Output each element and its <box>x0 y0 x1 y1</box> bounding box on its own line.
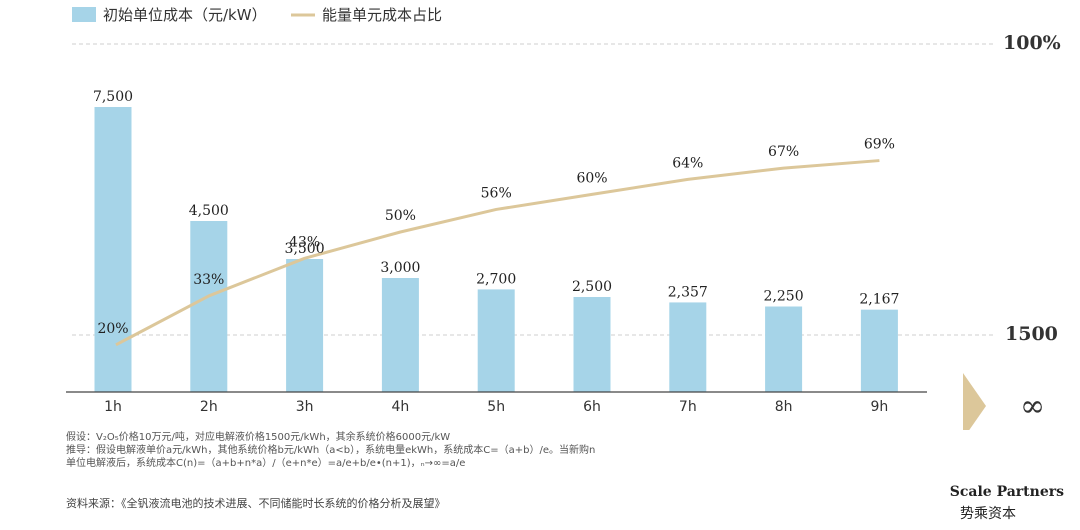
line-value-label: 64% <box>672 155 703 171</box>
x-tick-label: 6h <box>583 399 601 415</box>
x-tick-label: 9h <box>871 399 889 415</box>
x-tick-label: 1h <box>104 399 122 415</box>
x-tick-label: 7h <box>679 399 697 415</box>
legend-line-label: 能量单元成本占比 <box>322 6 442 24</box>
bar <box>190 221 228 392</box>
data-labels: 7,500 4,500 3,500 3,000 2,700 2,500 2,357 2,250… <box>93 89 899 337</box>
bar-value-label: 2,357 <box>668 284 708 300</box>
line-value-label: 69% <box>864 137 895 153</box>
arrow-icon <box>963 373 986 430</box>
bar-value-label: 3,500 <box>285 241 325 257</box>
bar-value-label: 2,167 <box>859 292 899 308</box>
bar-value-label: 2,700 <box>476 271 516 287</box>
bar <box>477 289 515 392</box>
x-axis-ticks: 1h 2h 3h 4h 5h 6h 7h 8h 9h <box>104 399 888 415</box>
x-tick-label: 3h <box>296 399 314 415</box>
bar-value-label: 2,500 <box>572 279 612 295</box>
bar <box>381 278 419 392</box>
line-value-label: 56% <box>481 185 512 201</box>
legend-bar-label: 初始单位成本（元/kW） <box>103 6 267 24</box>
bar-value-label: 2,250 <box>764 289 804 305</box>
chart: 初始单位成本（元/kW） 能量单元成本占比 100% 1500 7,500 4,5… <box>66 6 1061 430</box>
note-line: 假设：V₂O₅价格10万元/吨，对应电解液价格1500元/kWh，其余系统价格6… <box>66 432 451 443</box>
line-value-label: 20% <box>97 321 128 337</box>
note-line: 推导：假设电解液单价a元/kWh，其他系统价格b元/kWh（a<b），系统电量e… <box>66 445 596 456</box>
line-value-label: 43% <box>289 234 320 250</box>
bar-series <box>94 107 898 392</box>
x-tick-label: 2h <box>200 399 218 415</box>
bar <box>669 302 707 392</box>
x-tick-label: 5h <box>487 399 505 415</box>
note-line: 单位电解液后，系统成本C(n)=（a+b+n*a）/（e+n*e）=a/e+b/… <box>66 458 466 469</box>
line-value-label: 33% <box>193 272 224 288</box>
bar <box>94 107 132 392</box>
line-value-label: 67% <box>768 144 799 160</box>
source-citation: 资料来源：《全钒液流电池的技术进展、不同储能时长系统的价格分析及展望》 <box>66 497 446 510</box>
assumption-notes: 假设：V₂O₅价格10万元/吨，对应电解液价格1500元/kWh，其余系统价格6… <box>66 431 826 470</box>
top-reference-label: 100% <box>1003 32 1061 54</box>
bar <box>860 309 898 392</box>
bottom-reference-label: 1500 <box>1005 323 1058 345</box>
line-value-label: 50% <box>385 208 416 224</box>
line-series <box>115 159 880 347</box>
line-path <box>115 159 880 347</box>
bar-value-label: 4,500 <box>189 203 229 219</box>
line-value-label: 60% <box>576 170 607 186</box>
bar <box>765 306 803 392</box>
bar <box>573 297 611 392</box>
x-tick-label: 4h <box>392 399 410 415</box>
brand-name-cn: 势乘资本 <box>960 506 1016 522</box>
bar-value-label: 7,500 <box>93 89 133 105</box>
bar <box>286 259 324 392</box>
legend-bar-swatch <box>72 7 96 22</box>
brand-name-en: Scale Partners <box>949 484 1064 500</box>
infinity-label: ∞ <box>1020 389 1045 424</box>
bar-value-label: 3,000 <box>380 260 420 276</box>
x-tick-label: 8h <box>775 399 793 415</box>
